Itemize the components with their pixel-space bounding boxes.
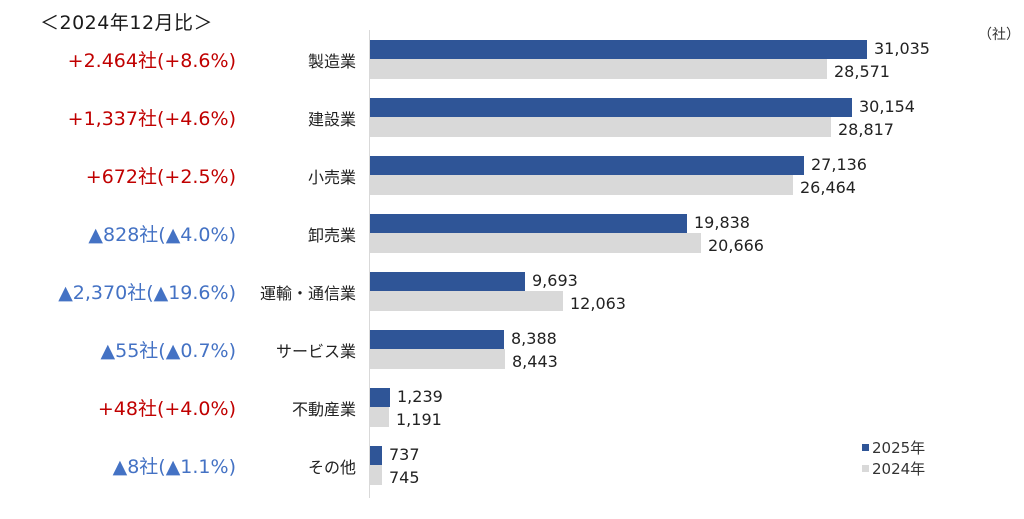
- bar-2024: [370, 175, 793, 195]
- bar-2024: [370, 407, 389, 427]
- legend-label-2024: 2024年: [872, 460, 926, 478]
- unit-label: （社）: [978, 27, 1020, 43]
- change-annotation: ▲8社(▲1.1%): [112, 456, 236, 478]
- bar-2025: [370, 156, 804, 175]
- legend-swatch-2024: [862, 465, 869, 472]
- value-label-2024: 1,191: [396, 410, 442, 429]
- chart-row: ▲2,370社(▲19.6%) 運輸・通信業 9,693 12,063: [0, 271, 1024, 330]
- category-label: 建設業: [307, 110, 356, 129]
- bar-2025: [370, 98, 852, 117]
- chart-row: ▲828社(▲4.0%) 卸売業 19,838 20,666: [0, 213, 1024, 272]
- legend-item-2025: 2025年: [862, 437, 925, 458]
- legend: 2025年 2024年: [862, 437, 925, 479]
- category-label: 卸売業: [307, 226, 356, 245]
- change-annotation: +672社(+2.5%): [85, 166, 236, 188]
- value-label-2025: 31,035: [874, 39, 930, 58]
- category-label: 不動産業: [291, 400, 356, 419]
- value-label-2024: 20,666: [708, 236, 764, 255]
- chart-row: ▲55社(▲0.7%) サービス業 8,388 8,443: [0, 329, 1024, 388]
- category-label: 小売業: [307, 168, 356, 187]
- value-label-2025: 19,838: [694, 213, 750, 232]
- category-axis-line: [369, 30, 370, 498]
- bar-2024: [370, 465, 382, 485]
- legend-item-2024: 2024年: [862, 458, 925, 479]
- value-label-2025: 30,154: [859, 97, 915, 116]
- bar-2024: [370, 291, 563, 311]
- change-annotation: +1,337社(+4.6%): [67, 108, 236, 130]
- change-annotation: +2.464社(+8.6%): [67, 50, 236, 72]
- value-label-2024: 26,464: [800, 178, 856, 197]
- category-label: サービス業: [275, 342, 356, 361]
- chart-row: +48社(+4.0%) 不動産業 1,239 1,191: [0, 387, 1024, 446]
- chart-row: +2.464社(+8.6%) 製造業 31,035 28,571: [0, 39, 1024, 98]
- value-label-2024: 12,063: [570, 294, 626, 313]
- chart-row: +672社(+2.5%) 小売業 27,136 26,464: [0, 155, 1024, 214]
- legend-label-2025: 2025年: [872, 439, 926, 457]
- value-label-2025: 737: [389, 445, 420, 464]
- category-label: 製造業: [307, 52, 356, 71]
- bar-2025: [370, 330, 504, 349]
- bar-2024: [370, 59, 827, 79]
- value-label-2025: 1,239: [397, 387, 443, 406]
- value-label-2025: 8,388: [511, 329, 557, 348]
- value-label-2024: 8,443: [512, 352, 558, 371]
- value-label-2025: 9,693: [532, 271, 578, 290]
- change-annotation: +48社(+4.0%): [97, 398, 236, 420]
- legend-swatch-2025: [862, 444, 869, 451]
- bar-2025: [370, 214, 687, 233]
- bar-2025: [370, 272, 525, 291]
- bar-2024: [370, 117, 831, 137]
- chart-row: ▲8社(▲1.1%) その他 737 745: [0, 445, 1024, 504]
- value-label-2024: 28,571: [834, 62, 890, 81]
- change-annotation: ▲2,370社(▲19.6%): [58, 282, 236, 304]
- bar-2025: [370, 446, 382, 465]
- chart-row: +1,337社(+4.6%) 建設業 30,154 28,817: [0, 97, 1024, 156]
- bar-2024: [370, 233, 701, 253]
- category-label: その他: [307, 458, 356, 477]
- comparison-title: ＜2024年12月比＞: [40, 12, 214, 34]
- change-annotation: ▲55社(▲0.7%): [100, 340, 237, 362]
- change-annotation: ▲828社(▲4.0%): [88, 224, 236, 246]
- bar-2024: [370, 349, 505, 369]
- bar-2025: [370, 388, 390, 407]
- value-label-2024: 745: [389, 468, 420, 487]
- bar-2025: [370, 40, 867, 59]
- value-label-2024: 28,817: [838, 120, 894, 139]
- category-label: 運輸・通信業: [259, 284, 356, 303]
- value-label-2025: 27,136: [811, 155, 867, 174]
